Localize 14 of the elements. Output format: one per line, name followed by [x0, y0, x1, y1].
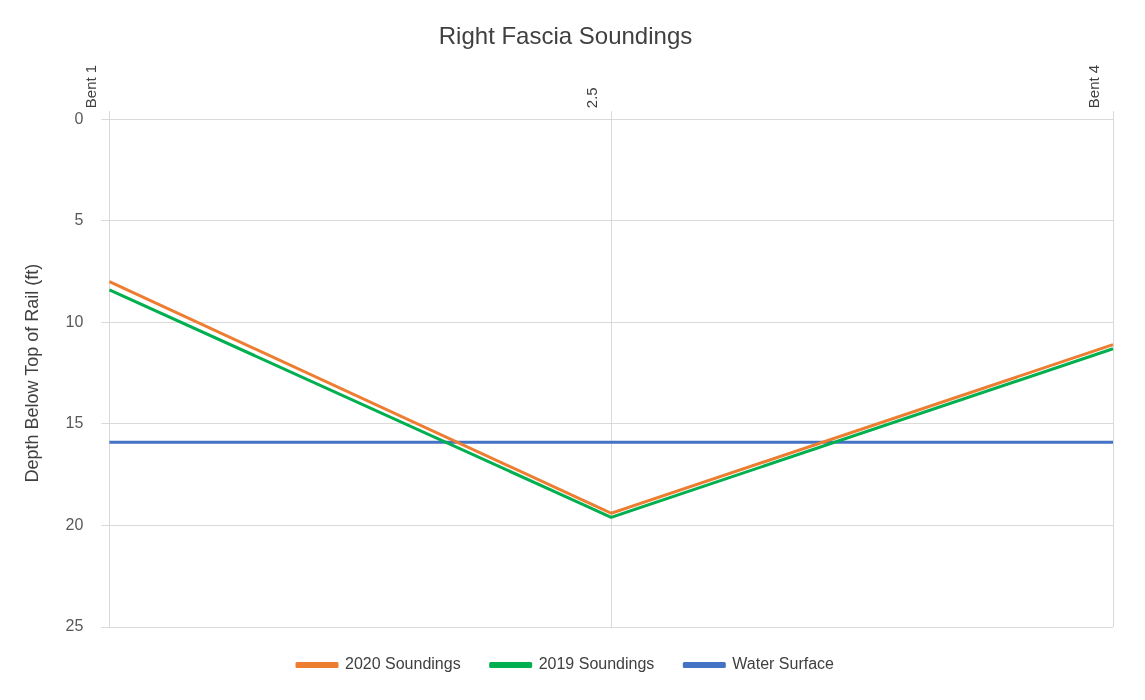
y-axis-title: Depth Below Top of Rail (ft): [21, 263, 42, 483]
y-tick-label: 20: [65, 515, 84, 533]
y-tick-label: 0: [74, 109, 84, 127]
legend-label: 2020 Soundings: [345, 655, 461, 673]
x-tick-label: 2.5: [583, 87, 601, 109]
legend-label: 2019 Soundings: [538, 655, 655, 673]
y-tick-label: 5: [74, 211, 84, 229]
y-tick-label: 25: [65, 617, 84, 635]
x-tick-label: Bent 1: [81, 64, 99, 109]
legend-label: Water Surface: [732, 655, 835, 673]
x-tick-label: Bent 4: [1085, 64, 1103, 109]
chart-title: Right Fascia Soundings: [438, 22, 693, 50]
y-tick-label: 10: [65, 312, 84, 330]
y-tick-label: 15: [65, 414, 84, 432]
